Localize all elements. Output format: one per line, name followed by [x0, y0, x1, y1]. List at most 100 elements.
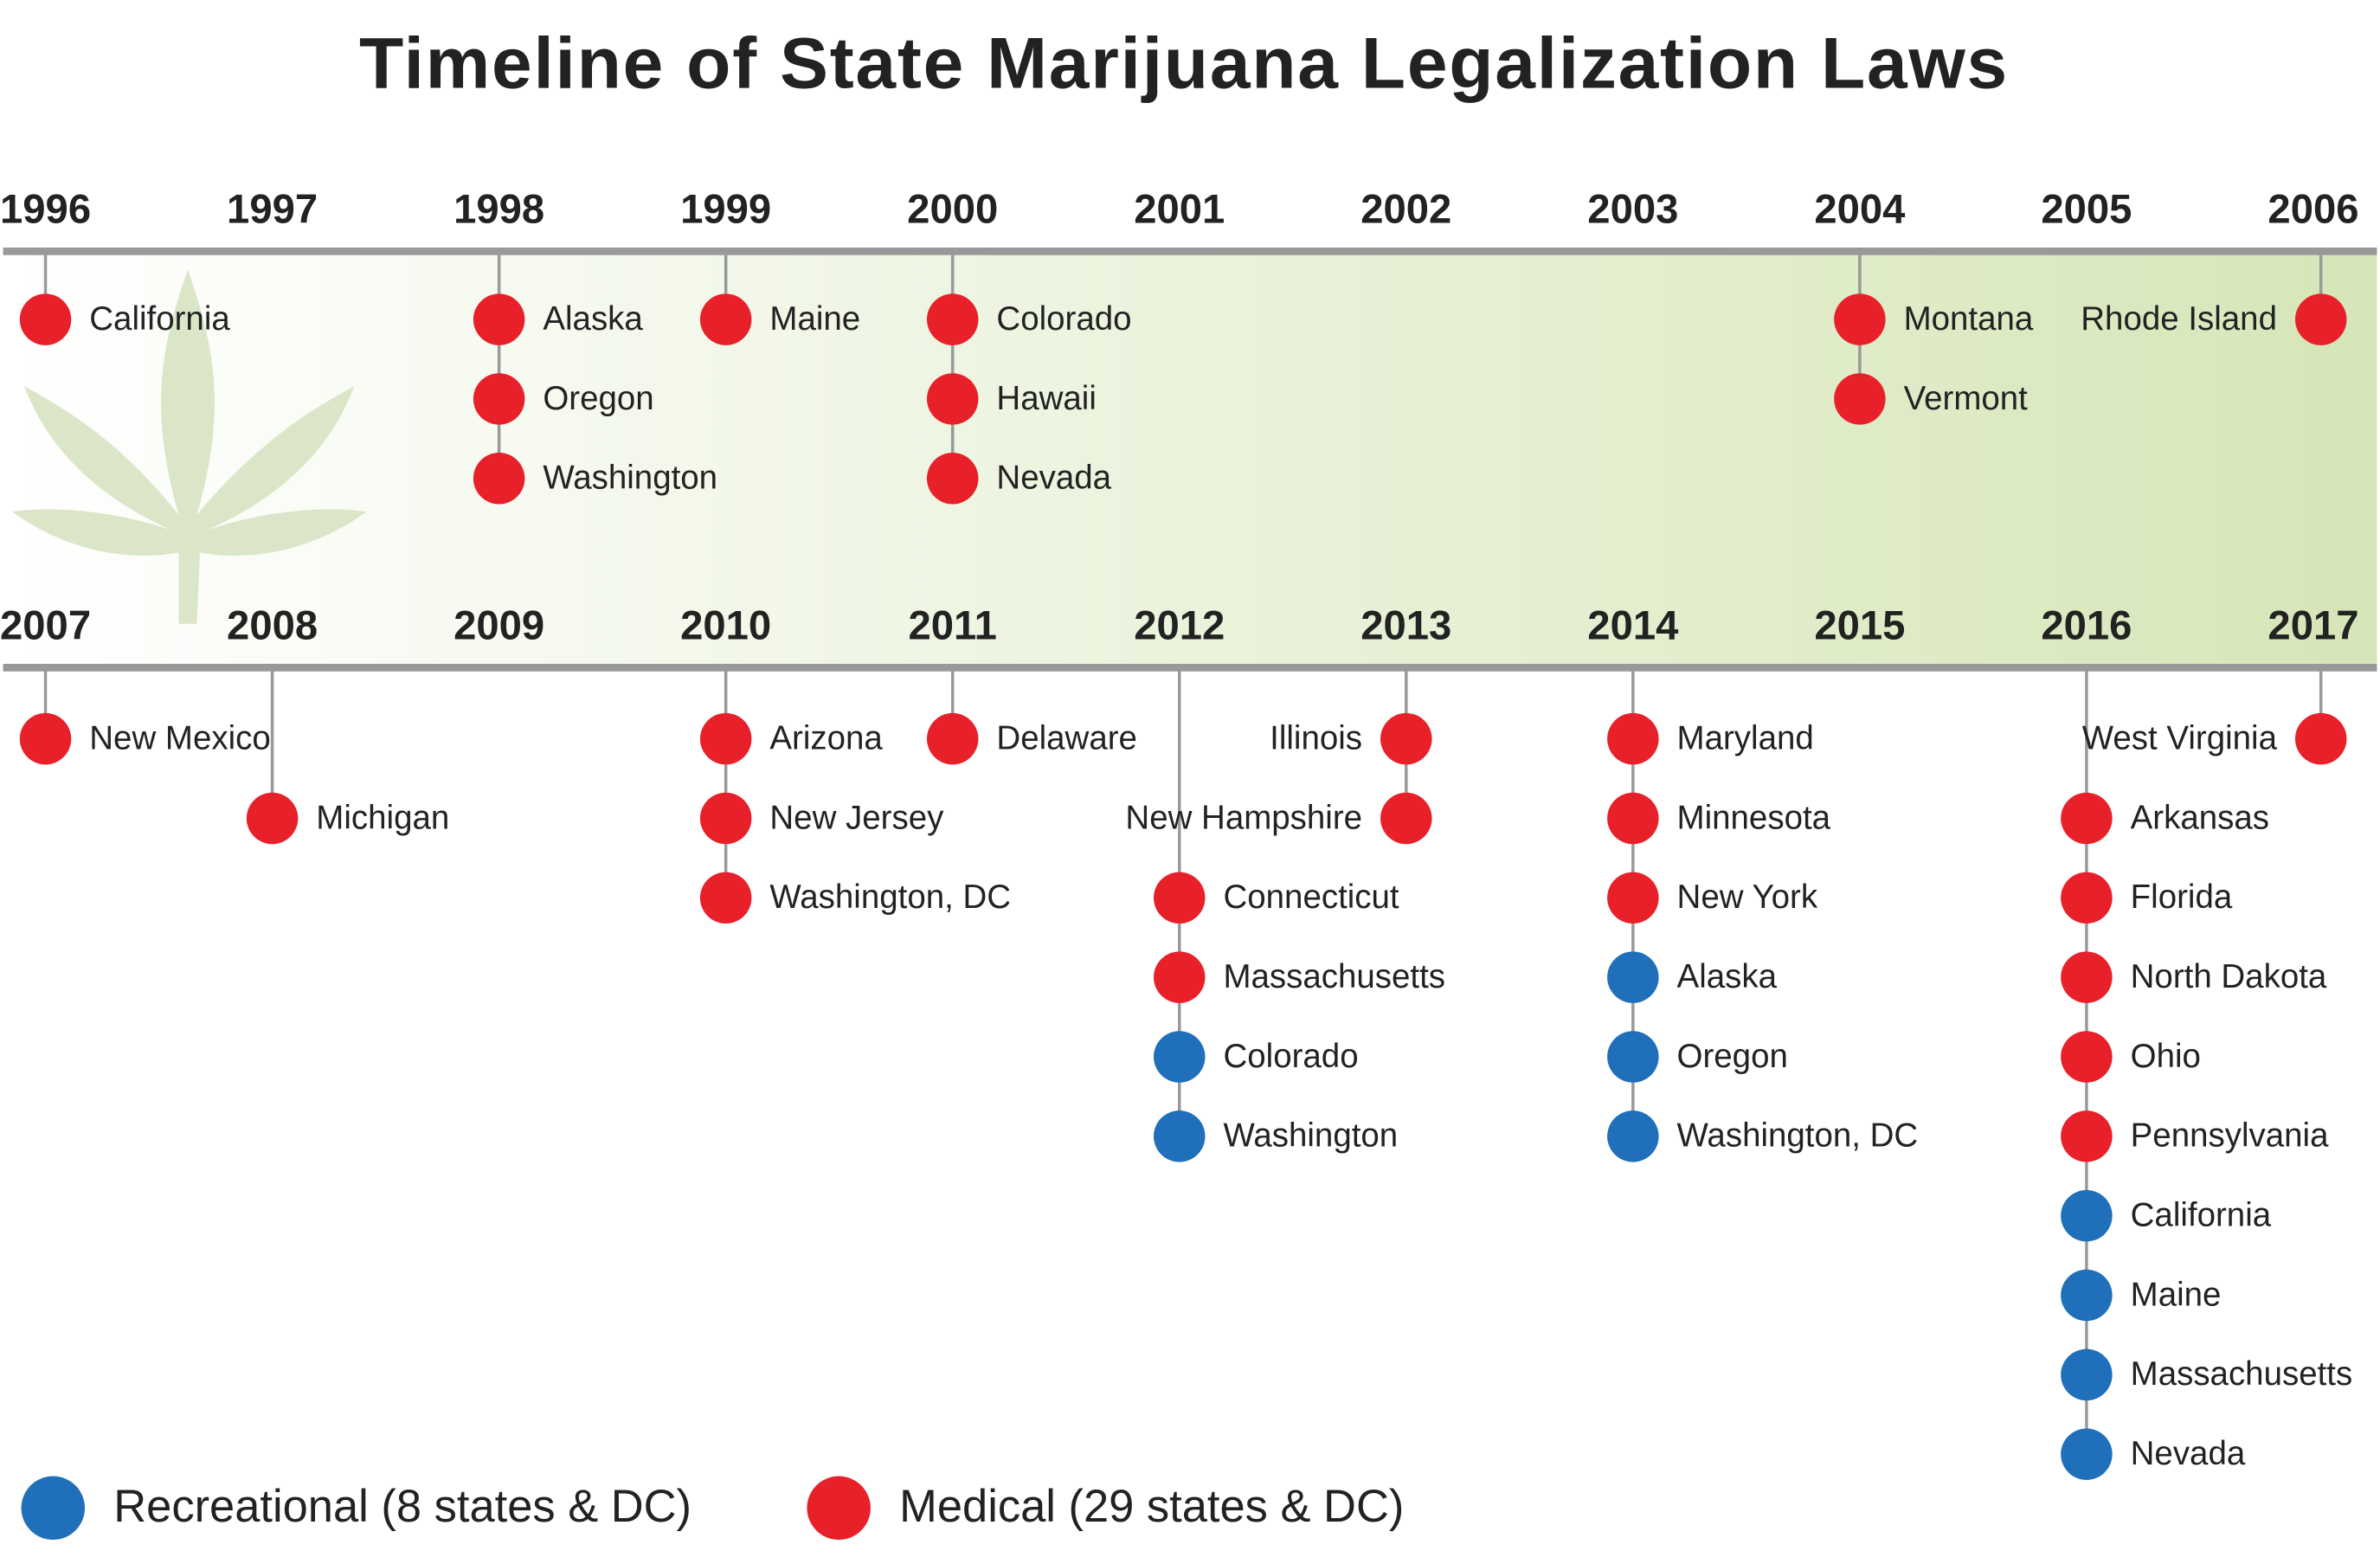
state-label: Nevada	[996, 460, 1111, 497]
state-label: North Dakota	[2131, 958, 2327, 995]
year-label: 2004	[1814, 186, 1905, 232]
state-label: West Virginia	[2082, 720, 2278, 757]
state-dot	[926, 712, 979, 765]
state-dot	[2294, 293, 2347, 345]
legend-dot	[21, 1476, 86, 1541]
legend-dot	[807, 1476, 871, 1541]
year-label: 2012	[1134, 602, 1225, 648]
state-label: Washington	[543, 460, 717, 497]
year-label: 2006	[2267, 186, 2358, 232]
state-label: Ohio	[2131, 1038, 2201, 1075]
state-label: Washington	[1223, 1117, 1398, 1155]
state-dot	[1380, 712, 1432, 765]
state-label: Florida	[2131, 879, 2233, 916]
state-label: California	[89, 300, 230, 338]
year-label: 2008	[227, 602, 318, 648]
state-label: California	[2131, 1197, 2272, 1234]
year-label: 2000	[907, 186, 998, 232]
year-label: 2011	[908, 602, 996, 648]
state-dot	[246, 792, 299, 845]
state-dot	[926, 373, 979, 425]
state-dot	[2061, 1269, 2113, 1322]
state-dot	[1607, 872, 1659, 924]
state-label: Minnesota	[1677, 799, 1831, 836]
state-dot	[1154, 1031, 1206, 1083]
state-dot	[1607, 951, 1659, 1003]
state-label: Pennsylvania	[2131, 1117, 2329, 1155]
state-dot	[1607, 712, 1659, 765]
year-label: 2002	[1360, 186, 1451, 232]
state-dot	[2061, 1348, 2113, 1401]
state-dot	[926, 293, 979, 345]
state-dot	[473, 453, 525, 505]
state-dot	[2061, 872, 2113, 924]
year-label: 2013	[1360, 602, 1451, 648]
year-label: 2007	[0, 602, 91, 648]
state-label: Vermont	[1904, 380, 2029, 417]
state-label: Massachusetts	[1223, 958, 1445, 995]
state-dot	[2294, 712, 2347, 765]
state-label: Montana	[1904, 300, 2034, 338]
state-label: Alaska	[1677, 958, 1778, 995]
title: Timeline of State Marijuana Legalization…	[359, 22, 2009, 103]
state-dot	[1607, 1110, 1659, 1162]
state-dot	[699, 792, 752, 845]
state-label: Connecticut	[1223, 879, 1399, 916]
state-label: Maine	[769, 300, 860, 338]
state-dot	[1154, 872, 1206, 924]
state-label: Illinois	[1270, 720, 1362, 757]
state-label: New Jersey	[769, 799, 944, 836]
state-dot	[1607, 1031, 1659, 1083]
year-label: 2010	[680, 602, 771, 648]
state-dot	[2061, 1189, 2113, 1242]
state-label: Oregon	[543, 380, 653, 417]
year-label: 1998	[453, 186, 544, 232]
state-label: Maryland	[1677, 720, 1814, 757]
state-label: Colorado	[1223, 1038, 1358, 1075]
state-dot	[699, 872, 752, 924]
year-label: 2016	[2041, 602, 2132, 648]
state-dot	[926, 453, 979, 505]
state-label: Arizona	[769, 720, 883, 757]
state-label: Nevada	[2131, 1435, 2246, 1472]
state-label: New York	[1677, 879, 1818, 916]
state-dot	[1834, 373, 1886, 425]
state-label: Arkansas	[2131, 799, 2269, 836]
state-dot	[1607, 792, 1659, 845]
year-label: 2014	[1587, 602, 1678, 648]
state-label: Delaware	[996, 720, 1137, 757]
year-label: 2015	[1814, 602, 1905, 648]
state-dot	[2061, 1110, 2113, 1162]
state-label: Rhode Island	[2081, 300, 2277, 338]
year-label: 1997	[227, 186, 318, 232]
state-dot	[1380, 792, 1432, 845]
state-label: New Hampshire	[1125, 799, 1362, 836]
state-dot	[2061, 1031, 2113, 1083]
state-dot	[2061, 1428, 2113, 1480]
state-label: Washington, DC	[769, 879, 1011, 916]
year-label: 1996	[0, 186, 91, 232]
background-band	[3, 254, 2377, 666]
state-label: New Mexico	[89, 720, 270, 757]
state-dot	[473, 293, 525, 345]
state-dot	[2061, 951, 2113, 1003]
state-dot	[473, 373, 525, 425]
state-label: Michigan	[316, 799, 449, 836]
year-label: 2003	[1587, 186, 1678, 232]
state-label: Alaska	[543, 300, 643, 338]
state-label: Washington, DC	[1677, 1117, 1919, 1155]
legend-label: Medical (29 states & DC)	[899, 1482, 1404, 1532]
year-label: 2017	[2267, 602, 2358, 648]
state-label: Massachusetts	[2131, 1355, 2353, 1393]
state-label: Colorado	[996, 300, 1131, 338]
year-label: 2005	[2041, 186, 2132, 232]
state-dot	[699, 293, 752, 345]
state-dot	[19, 293, 72, 345]
year-label: 1999	[680, 186, 771, 232]
state-label: Oregon	[1677, 1038, 1788, 1075]
state-dot	[19, 712, 72, 765]
state-label: Hawaii	[996, 380, 1096, 417]
state-dot	[2061, 792, 2113, 845]
state-dot	[699, 712, 752, 765]
